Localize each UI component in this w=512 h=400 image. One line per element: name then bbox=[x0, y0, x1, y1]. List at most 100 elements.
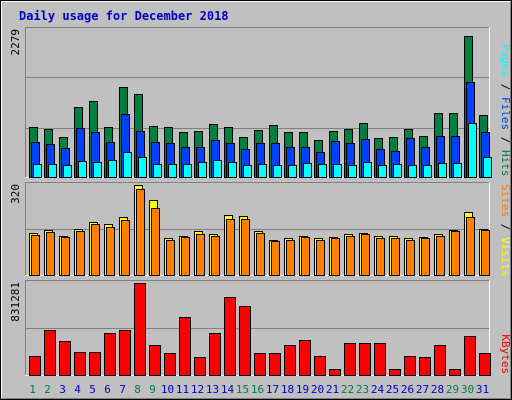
bar-pages-day-22 bbox=[348, 165, 357, 178]
x-tick-label-day-29: 29 bbox=[446, 383, 459, 396]
bar-sites-day-13 bbox=[211, 236, 220, 276]
x-tick-label-day-18: 18 bbox=[281, 383, 294, 396]
bar-kbytes-day-30 bbox=[464, 336, 476, 376]
bar-pages-day-30 bbox=[468, 123, 477, 178]
x-tick-label-day-13: 13 bbox=[206, 383, 219, 396]
bar-pages-day-28 bbox=[438, 163, 447, 178]
bar-sites-day-5 bbox=[91, 224, 100, 276]
legend-separator: / bbox=[499, 130, 512, 150]
bar-sites-day-1 bbox=[31, 235, 40, 276]
x-tick-label-day-28: 28 bbox=[431, 383, 444, 396]
bar-pages-day-24 bbox=[378, 165, 387, 178]
bar-sites-day-9 bbox=[151, 208, 160, 276]
bar-sites-day-8 bbox=[136, 189, 145, 276]
bar-pages-day-21 bbox=[333, 164, 342, 178]
bar-sites-day-31 bbox=[481, 230, 490, 276]
bar-sites-day-22 bbox=[346, 236, 355, 276]
x-tick-label-day-1: 1 bbox=[29, 383, 36, 396]
x-tick-label-day-31: 31 bbox=[476, 383, 489, 396]
y-max-label: 320 bbox=[9, 184, 22, 204]
bar-pages-day-29 bbox=[453, 163, 462, 178]
x-axis-day-labels: 1 2 3 4 5 6 7 8 9 10 11 12 13 14 15 16 17 18 19 20 21 22 23 24 2… bbox=[29, 383, 489, 396]
bar-sites-day-16 bbox=[256, 233, 265, 276]
bar-kbytes-day-27 bbox=[419, 357, 431, 376]
bar-kbytes-day-14 bbox=[224, 297, 236, 376]
bar-kbytes-day-25 bbox=[389, 369, 401, 376]
bar-sites-day-21 bbox=[331, 238, 340, 276]
bar-kbytes-day-4 bbox=[74, 352, 86, 376]
bar-sites-day-19 bbox=[301, 237, 310, 276]
legend-3: KBytes bbox=[499, 334, 512, 374]
bar-kbytes-day-5 bbox=[89, 352, 101, 376]
bar-sites-day-14 bbox=[226, 219, 235, 276]
bar-kbytes-day-1 bbox=[29, 356, 41, 376]
x-tick-label-day-19: 19 bbox=[296, 383, 309, 396]
bar-kbytes-day-19 bbox=[299, 340, 311, 376]
x-tick-label-day-25: 25 bbox=[386, 383, 399, 396]
bar-sites-day-12 bbox=[196, 234, 205, 276]
x-tick-label-day-22: 22 bbox=[341, 383, 354, 396]
bar-kbytes-day-7 bbox=[119, 330, 131, 376]
x-tick-label-day-20: 20 bbox=[311, 383, 324, 396]
bar-kbytes-day-17 bbox=[269, 353, 281, 376]
chart-title: Daily usage for December 2018 bbox=[19, 9, 229, 23]
legend-2: Sites / Visits bbox=[499, 184, 512, 277]
bar-sites-day-26 bbox=[406, 240, 415, 276]
y-max-label: 831281 bbox=[9, 282, 22, 322]
bar-pages-day-20 bbox=[318, 164, 327, 178]
legend-entry-kbytes: KBytes bbox=[499, 334, 512, 374]
bar-sites-day-27 bbox=[421, 238, 430, 276]
bar-pages-day-27 bbox=[423, 165, 432, 178]
x-tick-label-day-30: 30 bbox=[461, 383, 474, 396]
bar-pages-day-25 bbox=[393, 164, 402, 178]
bar-kbytes-day-15 bbox=[239, 306, 251, 376]
legend-separator: / bbox=[499, 77, 512, 97]
bar-sites-day-20 bbox=[316, 240, 325, 276]
bar-pages-day-31 bbox=[483, 157, 492, 178]
legend-separator: / bbox=[499, 217, 512, 237]
legend-1: Pages / Files / Hits bbox=[499, 44, 512, 177]
bar-sites-day-29 bbox=[451, 231, 460, 276]
bar-kbytes-day-24 bbox=[374, 343, 386, 376]
bar-pages-day-15 bbox=[243, 165, 252, 178]
bar-kbytes-day-12 bbox=[194, 357, 206, 376]
bar-kbytes-day-18 bbox=[284, 345, 296, 376]
bar-pages-day-3 bbox=[63, 165, 72, 178]
bar-pages-day-7 bbox=[123, 152, 132, 178]
bar-kbytes-day-26 bbox=[404, 356, 416, 376]
bar-pages-day-6 bbox=[108, 160, 117, 178]
x-tick-label-day-17: 17 bbox=[266, 383, 279, 396]
bar-pages-day-4 bbox=[78, 161, 87, 178]
x-tick-label-day-4: 4 bbox=[74, 383, 81, 396]
bar-kbytes-day-3 bbox=[59, 341, 71, 376]
bar-kbytes-day-13 bbox=[209, 333, 221, 376]
bar-kbytes-day-29 bbox=[449, 369, 461, 376]
bar-sites-day-23 bbox=[361, 234, 370, 276]
x-tick-label-day-12: 12 bbox=[191, 383, 204, 396]
panel-3: 831281 KBytes bbox=[9, 280, 512, 376]
x-tick-label-day-3: 3 bbox=[59, 383, 66, 396]
bar-pages-day-11 bbox=[183, 164, 192, 178]
x-tick-label-day-26: 26 bbox=[401, 383, 414, 396]
x-tick-label-day-14: 14 bbox=[221, 383, 235, 396]
bar-kbytes-day-28 bbox=[434, 345, 446, 376]
bar-pages-day-10 bbox=[168, 164, 177, 178]
bar-kbytes-day-16 bbox=[254, 353, 266, 376]
bar-kbytes-day-21 bbox=[329, 369, 341, 376]
bar-kbytes-day-2 bbox=[44, 330, 56, 376]
bar-pages-day-12 bbox=[198, 162, 207, 178]
bar-kbytes-day-9 bbox=[149, 345, 161, 376]
bar-pages-day-23 bbox=[363, 162, 372, 178]
bar-sites-day-3 bbox=[61, 237, 70, 276]
panel-1: 2279 Pages / Files / Hits bbox=[9, 27, 512, 178]
chart-panels: 2279 Pages / Files / Hits 320 Sites / Visit… bbox=[9, 27, 512, 376]
bar-sites-day-30 bbox=[466, 217, 475, 276]
panel-2: 320 Sites / Visits bbox=[9, 182, 512, 277]
x-tick-label-day-6: 6 bbox=[104, 383, 111, 396]
x-tick-label-day-8: 8 bbox=[134, 383, 141, 396]
bar-pages-day-13 bbox=[213, 160, 222, 178]
bar-pages-day-9 bbox=[153, 164, 162, 178]
x-tick-label-day-7: 7 bbox=[119, 383, 126, 396]
